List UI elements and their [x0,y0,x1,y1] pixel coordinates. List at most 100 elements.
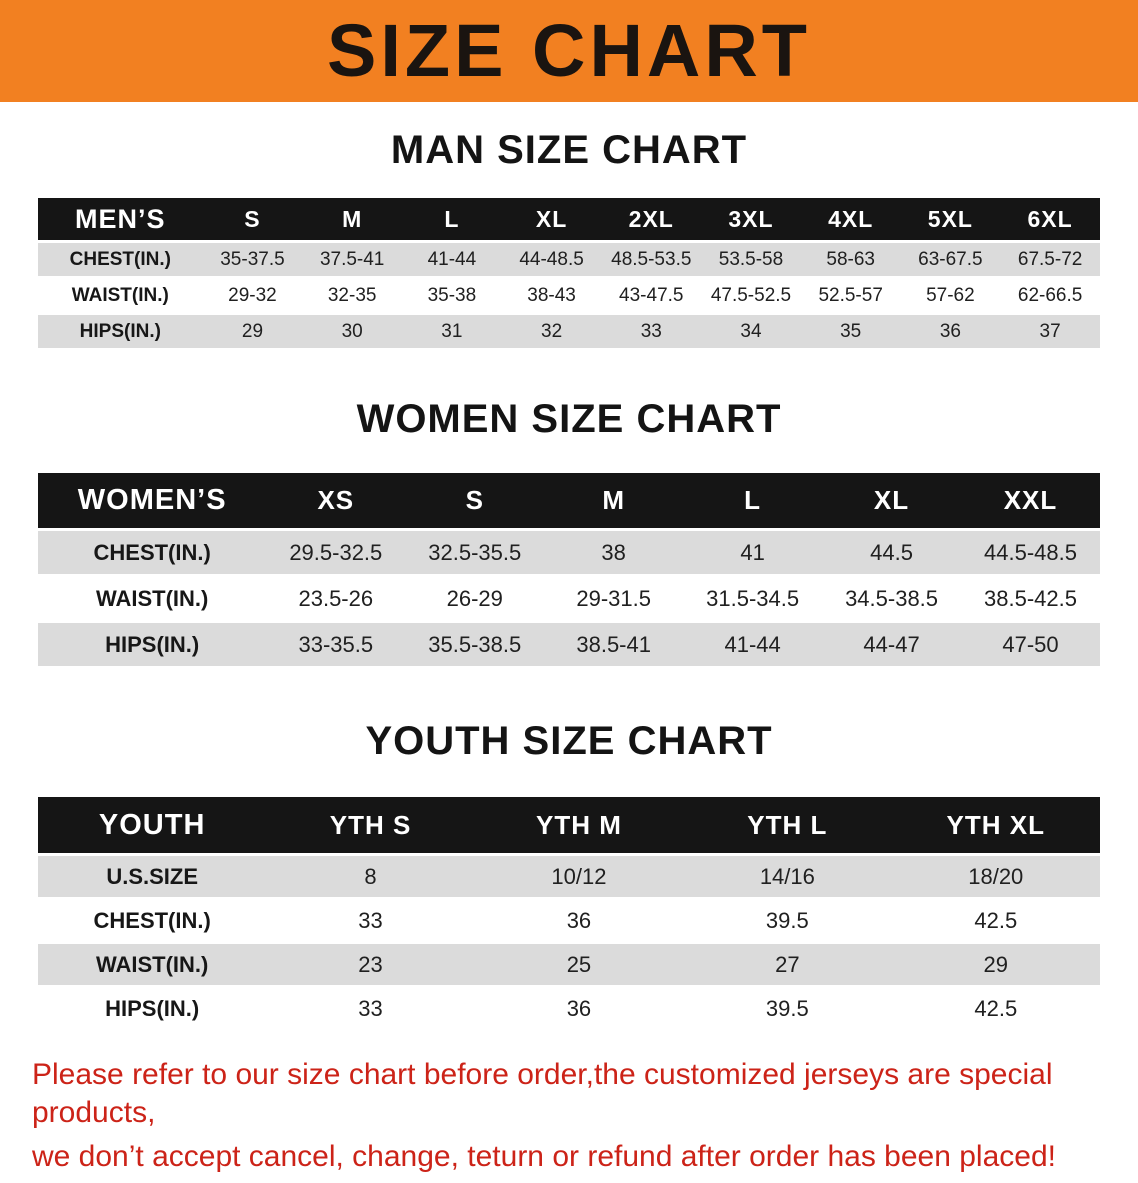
row-label: U.S.SIZE [38,856,267,897]
header-row: YOUTH YTH S YTH M YTH L YTH XL [38,797,1100,853]
table-label-header: MEN’S [38,198,203,240]
men-section-heading: MAN SIZE CHART [390,128,748,172]
column-header: 4XL [800,198,901,240]
cell-value: 31 [402,315,502,348]
cell-value: 62-66.5 [1000,279,1100,312]
banner: SIZE CHART [0,0,1138,102]
cell-value: 38-43 [501,279,602,312]
cell-value: 10/12 [474,856,684,897]
row-label: HIPS(IN.) [38,988,267,1029]
cell-value: 38.5-42.5 [961,577,1100,620]
row-label: WAIST(IN.) [38,279,203,312]
men-size-table: MEN’S S M L XL 2XL 3XL 4XL 5XL 6XL CHEST(IN.) 35-37… [38,195,1100,351]
column-header: XXL [961,473,1100,528]
column-header: XL [501,198,602,240]
cell-value: 44-48.5 [501,243,602,276]
cell-value: 37 [1000,315,1100,348]
cell-value: 42.5 [891,988,1100,1029]
column-header: 5XL [900,198,1001,240]
footnote-line-1: Please refer to our size chart before or… [32,1058,1053,1129]
column-header: M [302,198,403,240]
table-row: WAIST(IN.) 23.5-26 26-29 29-31.5 31.5-34.5 34… [38,577,1100,620]
column-header: XS [266,473,406,528]
cell-value: 38 [544,531,684,574]
cell-value: 35-37.5 [202,243,303,276]
row-label: CHEST(IN.) [38,243,203,276]
table-row: U.S.SIZE 8 10/12 14/16 18/20 [38,856,1100,897]
table-row: CHEST(IN.) 33 36 39.5 42.5 [38,900,1100,941]
cell-value: 14/16 [683,856,892,897]
column-header: S [405,473,545,528]
table-row: WAIST(IN.) 23 25 27 29 [38,944,1100,985]
table-row: WAIST(IN.) 29-32 32-35 35-38 38-43 43-47.5 47.… [38,279,1100,312]
table-row: HIPS(IN.) 33 36 39.5 42.5 [38,988,1100,1029]
section-women: WOMEN SIZE CHART WOMEN’S XS S M L XL XXL CHEST(… [0,397,1138,669]
column-header: YTH M [474,797,684,853]
column-header: 6XL [1000,198,1100,240]
footnote: Please refer to our size chart before or… [32,1056,1110,1176]
cell-value: 31.5-34.5 [683,577,823,620]
cell-value: 52.5-57 [800,279,901,312]
cell-value: 32 [501,315,602,348]
cell-value: 42.5 [891,900,1100,941]
cell-value: 33 [601,315,702,348]
column-header: S [202,198,303,240]
cell-value: 41-44 [402,243,502,276]
cell-value: 29-31.5 [544,577,684,620]
row-label: WAIST(IN.) [38,944,267,985]
row-label: CHEST(IN.) [38,900,267,941]
cell-value: 43-47.5 [601,279,702,312]
cell-value: 41-44 [683,623,823,666]
cell-value: 33 [266,988,475,1029]
column-header: XL [822,473,962,528]
page-title: SIZE CHART [327,9,811,92]
row-label: CHEST(IN.) [38,531,267,574]
cell-value: 29 [891,944,1100,985]
cell-value: 23 [266,944,475,985]
row-label: WAIST(IN.) [38,577,267,620]
cell-value: 47.5-52.5 [701,279,801,312]
cell-value: 44.5-48.5 [961,531,1100,574]
cell-value: 23.5-26 [266,577,406,620]
cell-value: 35-38 [402,279,502,312]
cell-value: 18/20 [891,856,1100,897]
footnote-line-2: we don’t accept cancel, change, teturn o… [32,1140,1056,1173]
women-section-heading: WOMEN SIZE CHART [356,397,782,441]
table-row: CHEST(IN.) 29.5-32.5 32.5-35.5 38 41 44.5 44.5… [38,531,1100,574]
cell-value: 29-32 [202,279,303,312]
cell-value: 39.5 [683,988,892,1029]
cell-value: 41 [683,531,823,574]
column-header: 3XL [701,198,801,240]
cell-value: 34 [701,315,801,348]
cell-value: 29.5-32.5 [266,531,406,574]
section-youth: YOUTH SIZE CHART YOUTH YTH S YTH M YTH L YTH… [0,719,1138,1032]
cell-value: 63-67.5 [900,243,1001,276]
column-header: L [683,473,823,528]
row-label: HIPS(IN.) [38,623,267,666]
cell-value: 36 [900,315,1001,348]
column-header: M [544,473,684,528]
cell-value: 44.5 [822,531,962,574]
cell-value: 34.5-38.5 [822,577,962,620]
cell-value: 35.5-38.5 [405,623,545,666]
cell-value: 47-50 [961,623,1100,666]
cell-value: 29 [202,315,303,348]
cell-value: 26-29 [405,577,545,620]
cell-value: 36 [474,988,684,1029]
cell-value: 39.5 [683,900,892,941]
cell-value: 33-35.5 [266,623,406,666]
table-row: CHEST(IN.) 35-37.5 37.5-41 41-44 44-48.5 48.5… [38,243,1100,276]
column-header: YTH XL [891,797,1100,853]
cell-value: 53.5-58 [701,243,801,276]
column-header: YTH S [266,797,475,853]
table-label-header: WOMEN’S [38,473,267,528]
table-row: HIPS(IN.) 29 30 31 32 33 34 35 36 37 [38,315,1100,348]
section-men: MAN SIZE CHART MEN’S S M L XL 2XL 3XL 4XL 5XL 6XL… [0,128,1138,351]
cell-value: 48.5-53.5 [601,243,702,276]
row-label: HIPS(IN.) [38,315,203,348]
column-header: L [402,198,502,240]
youth-section-heading: YOUTH SIZE CHART [365,719,773,763]
column-header: YTH L [683,797,892,853]
cell-value: 58-63 [800,243,901,276]
